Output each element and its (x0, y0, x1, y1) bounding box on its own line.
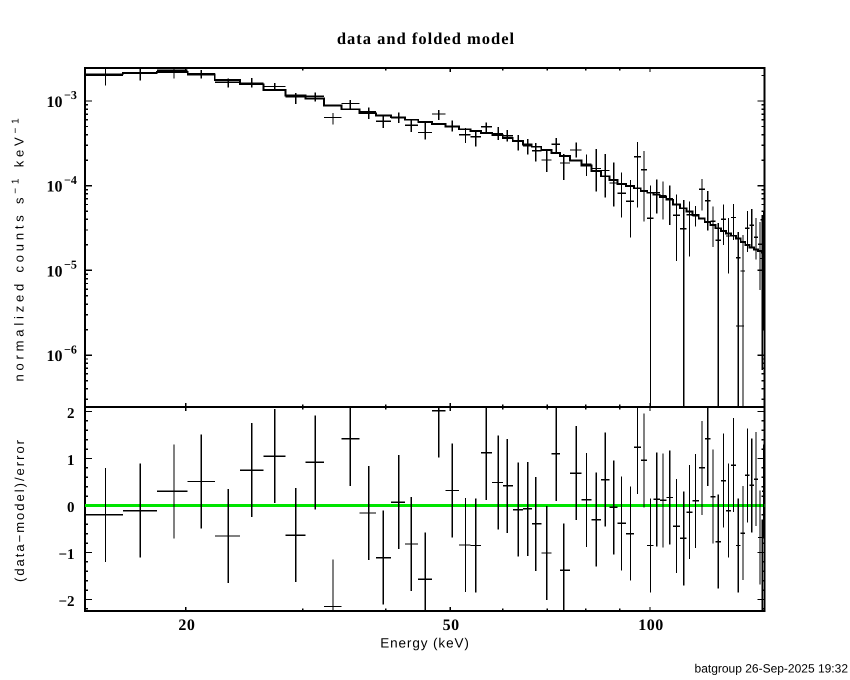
svg-text:−6: −6 (64, 342, 77, 356)
svg-text:1: 1 (67, 453, 75, 469)
svg-text:10: 10 (47, 94, 63, 111)
svg-text:−5: −5 (64, 258, 77, 272)
svg-text:−4: −4 (64, 173, 77, 187)
svg-text:0: 0 (67, 500, 75, 516)
svg-text:10: 10 (47, 348, 63, 365)
svg-text:(data−model)/error: (data−model)/error (12, 438, 27, 582)
svg-text:2: 2 (67, 406, 75, 422)
svg-text:10: 10 (47, 179, 63, 196)
svg-text:50: 50 (443, 617, 460, 634)
svg-text:−1: −1 (58, 547, 74, 563)
svg-text:−3: −3 (64, 88, 77, 102)
svg-text:batgroup 26-Sep-2025 19:32: batgroup 26-Sep-2025 19:32 (695, 662, 849, 676)
svg-text:100: 100 (638, 617, 664, 634)
svg-text:−2: −2 (58, 594, 74, 610)
svg-text:10: 10 (47, 263, 63, 280)
svg-text:normalized counts s−1 keV−1: normalized counts s−1 keV−1 (11, 114, 27, 381)
svg-text:data and folded model: data and folded model (337, 29, 515, 48)
svg-text:Energy (keV): Energy (keV) (380, 636, 470, 651)
svg-text:20: 20 (178, 617, 195, 634)
